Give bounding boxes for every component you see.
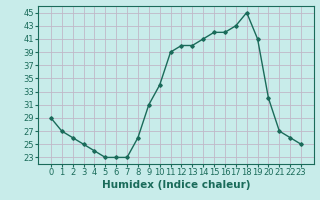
X-axis label: Humidex (Indice chaleur): Humidex (Indice chaleur) [102,180,250,190]
